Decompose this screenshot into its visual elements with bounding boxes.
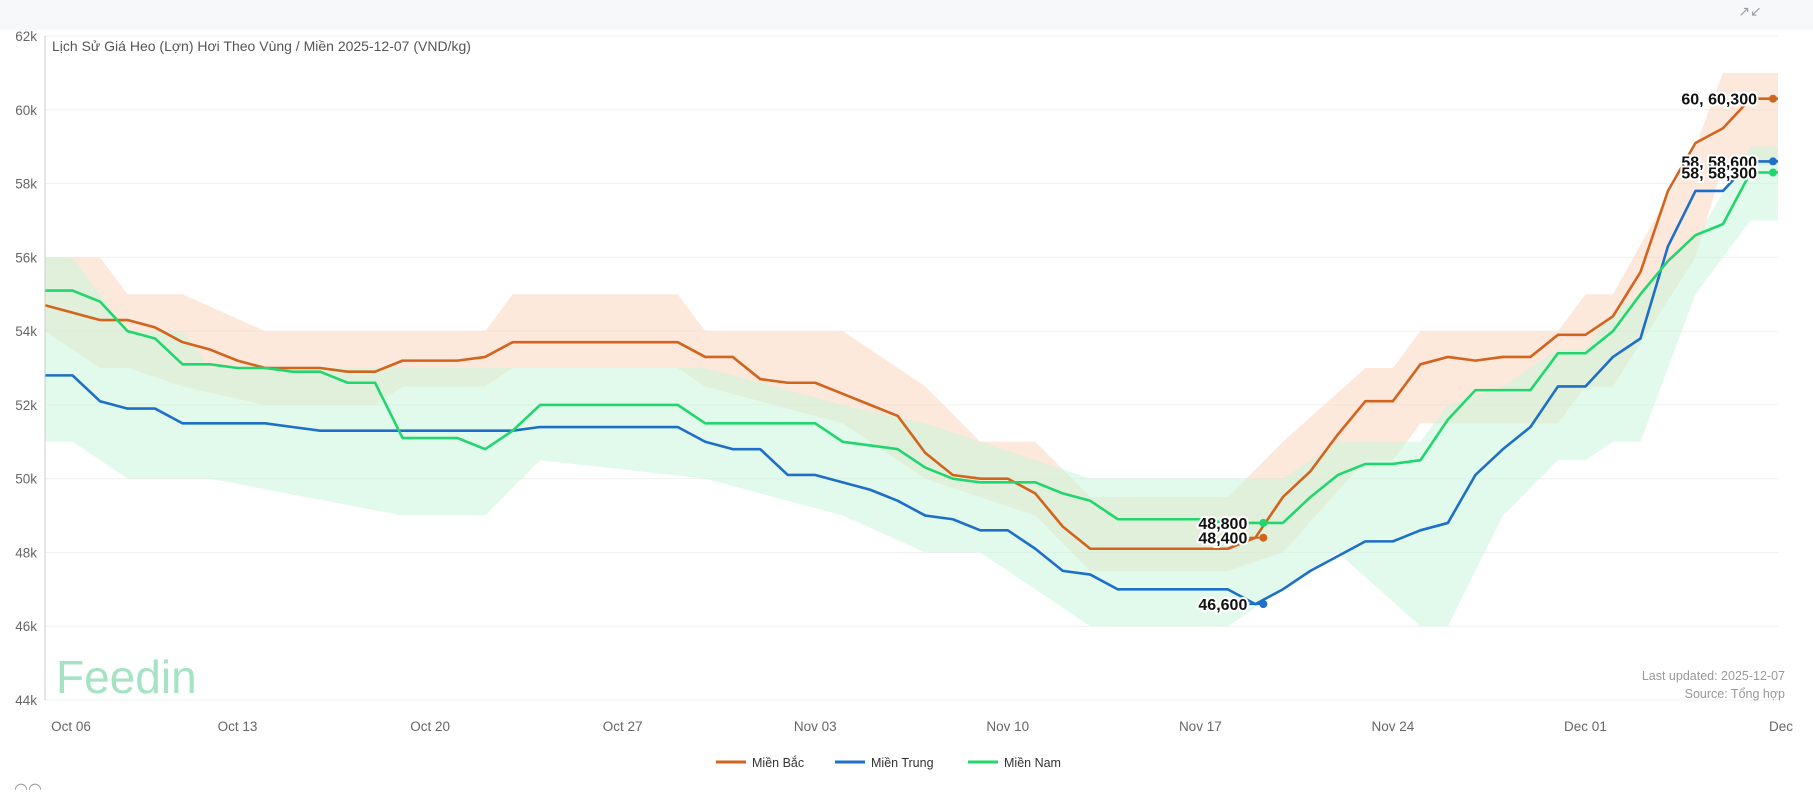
value-label: 48,800 xyxy=(1198,516,1247,533)
legend-item-miền-trung[interactable]: Miền Trung xyxy=(835,756,934,770)
series-end-dot xyxy=(1769,94,1777,103)
series-lines xyxy=(44,97,1778,606)
series-line-miền-nam xyxy=(45,171,1778,525)
collapse-expand-icon[interactable]: ↗↙ xyxy=(1738,3,1762,19)
legend-label: Miền Trung xyxy=(871,756,934,770)
series-end-dot xyxy=(1259,518,1268,527)
series-end-dot xyxy=(1259,600,1268,609)
x-tick-label: Nov 24 xyxy=(1371,719,1414,734)
y-tick-label: 60k xyxy=(15,103,37,118)
value-label: 60, 60,300 xyxy=(1681,92,1757,109)
legend: Miền Bắc Miền Trung Miền Nam xyxy=(716,755,1061,770)
series-end-dot xyxy=(1259,533,1268,542)
axes: 44k 46k 48k 50k 52k 54k 56k 58k 60k 62k Oct 06 Oct … xyxy=(15,29,1793,734)
value-label: 46,600 xyxy=(1198,597,1247,614)
value-label: 48,400 xyxy=(1198,531,1247,548)
y-tick-label: 54k xyxy=(15,324,37,339)
x-tick-label: Oct 20 xyxy=(410,719,450,734)
legend-item-miền-nam[interactable]: Miền Nam xyxy=(968,756,1061,770)
x-tick-label: Oct 06 xyxy=(51,719,91,734)
x-tick-label: Nov 03 xyxy=(794,719,837,734)
value-label: 58, 58,600 xyxy=(1681,154,1757,171)
top-toolbar xyxy=(0,0,1813,30)
y-tick-label: 62k xyxy=(15,29,37,44)
feedin-logo: Feedin xyxy=(56,651,197,703)
x-tick-label: Oct 13 xyxy=(218,719,258,734)
y-tick-label: 50k xyxy=(15,472,37,487)
chat-bubble-icon[interactable]: ◠◠ xyxy=(14,781,42,798)
last-updated: Last updated: 2025-12-07 xyxy=(1642,669,1785,683)
y-tick-label: 58k xyxy=(15,177,37,192)
y-tick-label: 56k xyxy=(15,250,37,265)
series-end-dot xyxy=(1769,157,1777,166)
legend-label: Miền Nam xyxy=(1004,756,1061,770)
range-band-miền-nam xyxy=(45,146,1778,627)
x-tick-label: Dec 01 xyxy=(1564,719,1607,734)
x-tick-label: Nov 10 xyxy=(986,719,1029,734)
series-line-miền-bắc xyxy=(44,97,1778,551)
x-tick-label: Oct 27 xyxy=(603,719,643,734)
y-tick-label: 46k xyxy=(15,619,37,634)
data-source: Source: Tổng hợp xyxy=(1685,687,1785,701)
y-tick-label: 52k xyxy=(15,398,37,413)
legend-item-miền-bắc[interactable]: Miền Bắc xyxy=(716,755,804,770)
y-tick-label: 48k xyxy=(15,545,37,560)
series-end-dot xyxy=(1769,168,1777,177)
series-line-miền-trung xyxy=(45,160,1778,606)
x-tick-label: Nov 17 xyxy=(1179,719,1222,734)
range-bands xyxy=(45,72,1778,627)
y-tick-label: 44k xyxy=(15,693,37,708)
value-label: 58, 58,300 xyxy=(1681,165,1757,182)
legend-label: Miền Bắc xyxy=(752,755,804,770)
feedin-logo-text: Feedin xyxy=(56,651,197,703)
x-tick-label: Dec xyxy=(1769,719,1793,734)
chart-title: Lịch Sử Giá Heo (Lợn) Hơi Theo Vùng / Mi… xyxy=(52,38,471,54)
